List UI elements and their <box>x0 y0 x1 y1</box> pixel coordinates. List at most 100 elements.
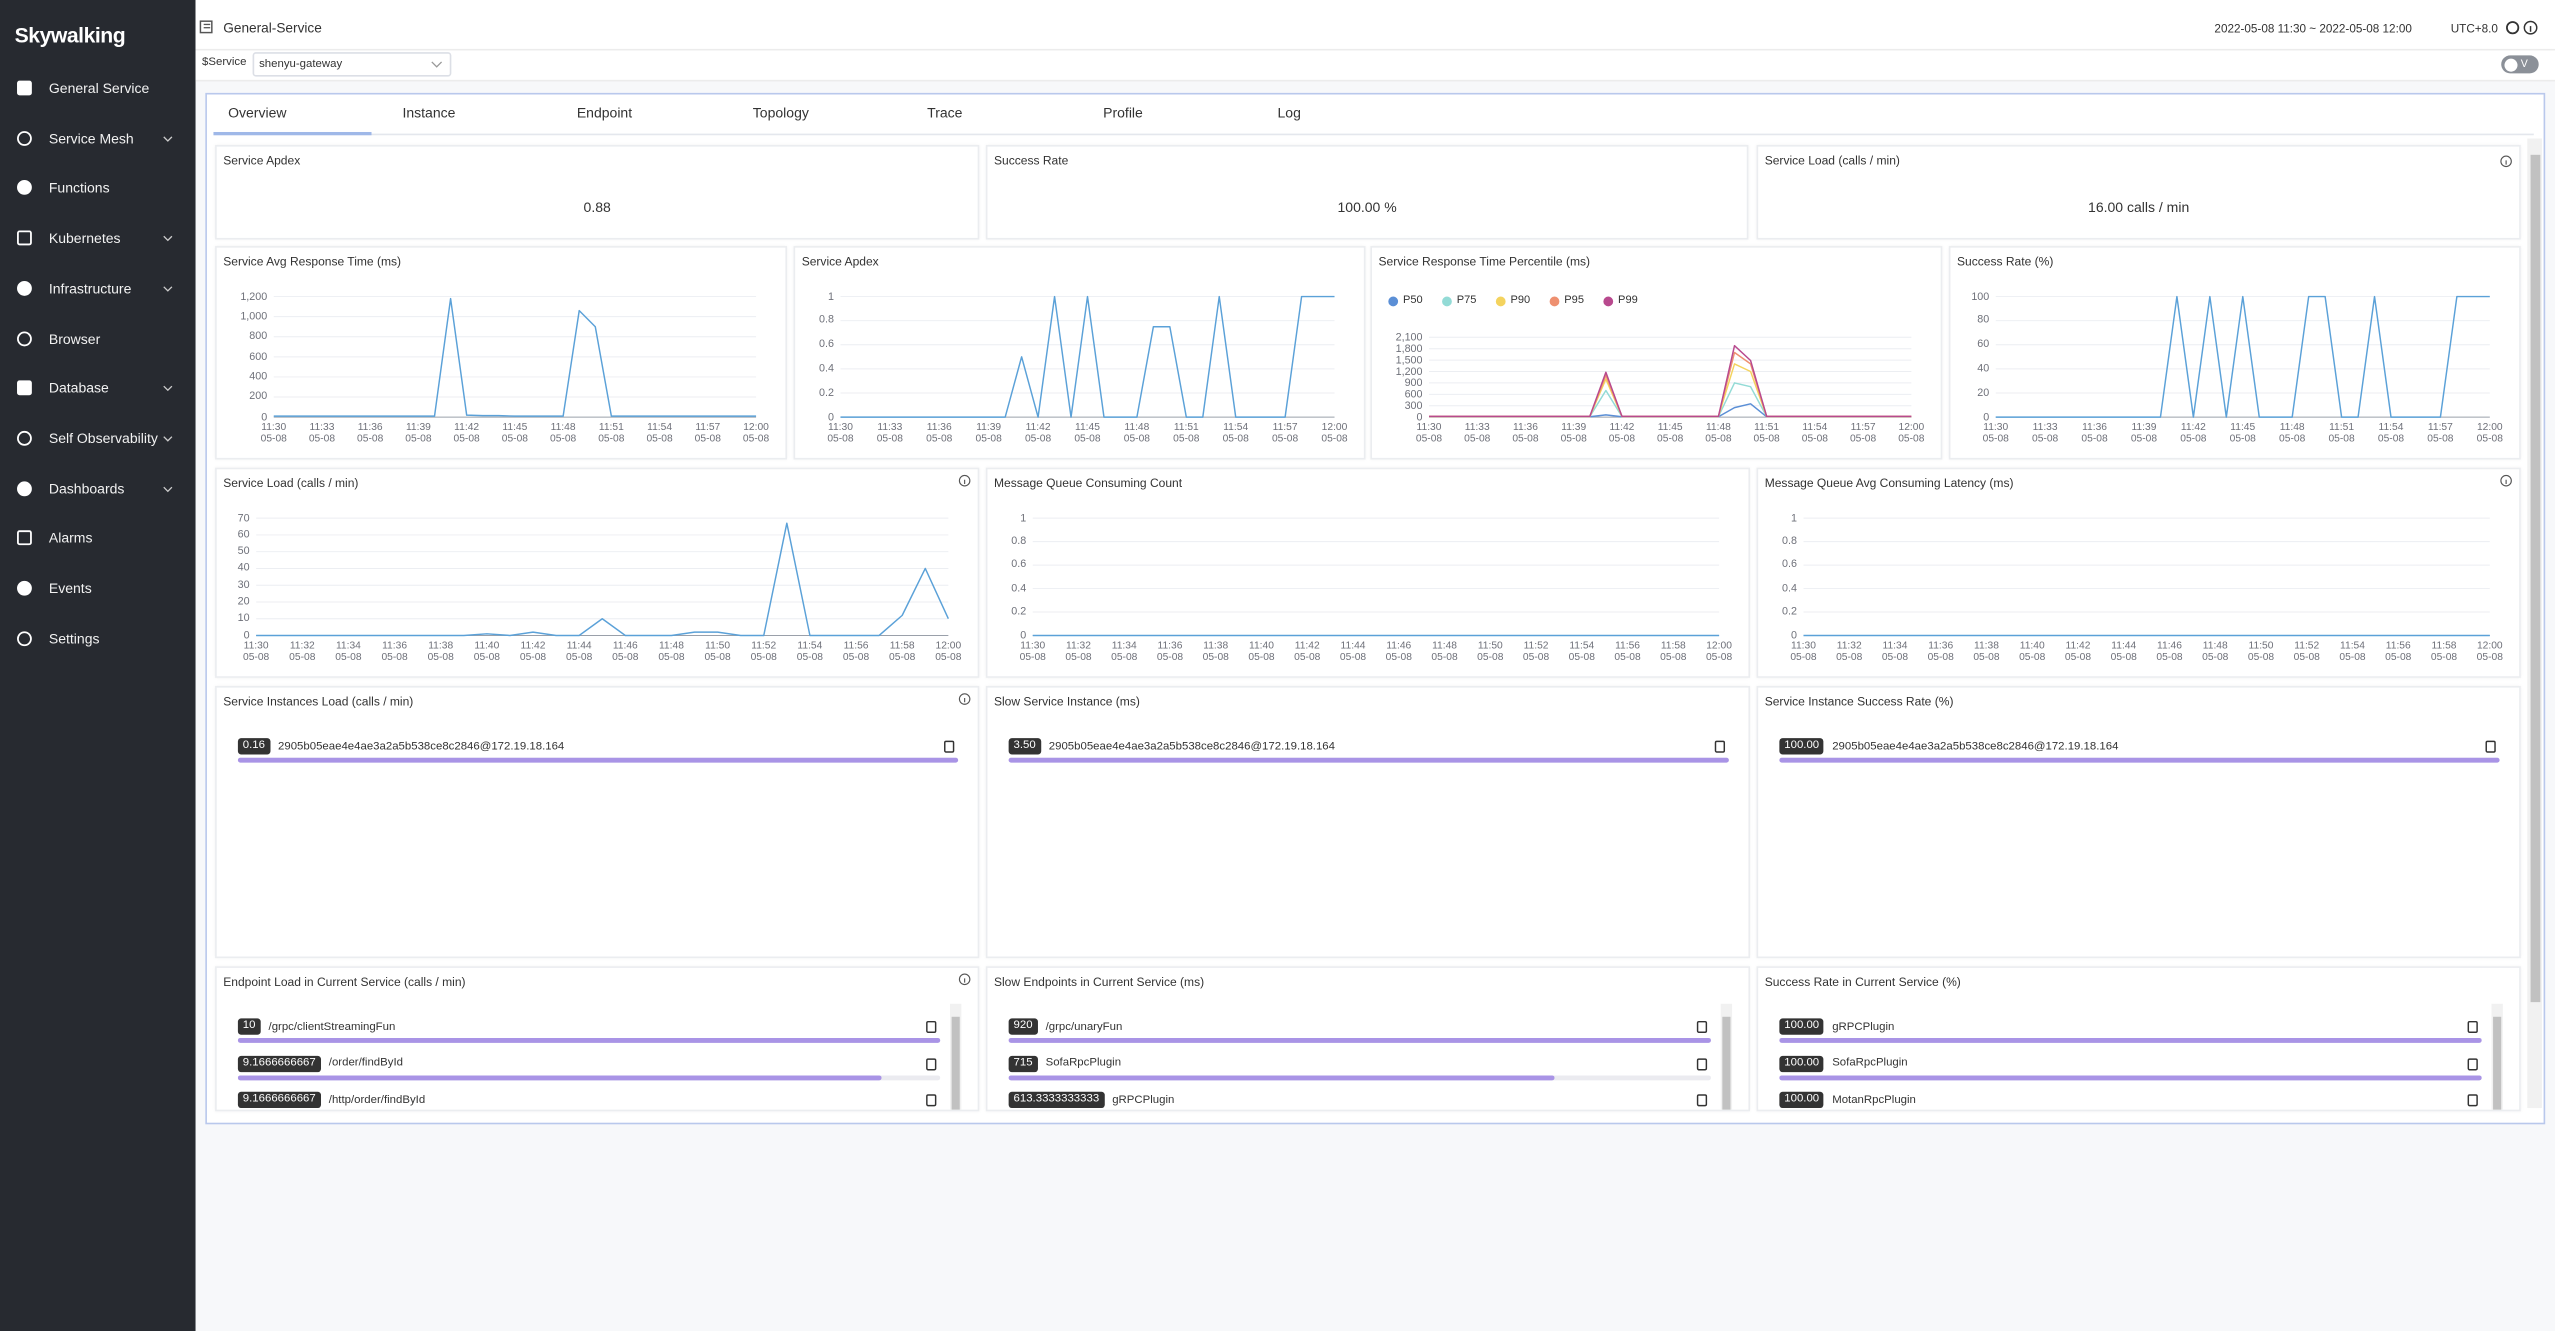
copy-icon[interactable] <box>2467 1093 2478 1107</box>
list-row[interactable]: 100.00 gRPCPlugin <box>1779 1018 2481 1035</box>
menu-icon <box>17 280 32 296</box>
list-row[interactable]: 100.00 MotanRpcPlugin <box>1779 1091 2481 1109</box>
tab[interactable]: Endpoint <box>576 104 633 121</box>
menu-item[interactable]: Alarms <box>0 522 196 555</box>
x-tick-label: 11:42 05-08 <box>2180 422 2207 445</box>
copy-icon[interactable] <box>943 740 955 753</box>
info-icon[interactable] <box>2500 474 2513 487</box>
menu-item[interactable]: Service Mesh <box>0 122 196 155</box>
info-icon[interactable] <box>958 474 971 487</box>
copy-icon[interactable] <box>1714 740 1726 753</box>
menu-item[interactable]: Database <box>0 372 196 405</box>
tab[interactable]: Log <box>1277 104 1301 121</box>
menu-item[interactable]: Kubernetes <box>0 222 196 255</box>
service-select[interactable]: shenyu-gateway <box>252 52 452 77</box>
x-tick-label: 11:45 05-08 <box>2229 422 2256 445</box>
menu-icon-shape <box>17 580 32 596</box>
copy-icon[interactable] <box>1696 1020 1708 1033</box>
time-range[interactable]: 2022-05-08 11:30 ~ 2022-05-08 12:00 <box>2214 21 2412 36</box>
bar-track <box>237 757 959 763</box>
item-name: /order/findById <box>328 1057 403 1069</box>
list-row[interactable]: 10/grpc/clientStreamingFun <box>237 1018 940 1035</box>
x-tick-label: 11:36 05-08 <box>1156 640 1184 663</box>
copy-icon[interactable] <box>2467 1057 2478 1070</box>
list-row[interactable]: 920/grpc/unaryFun <box>1008 1018 1711 1035</box>
copy-icon[interactable] <box>926 1093 937 1107</box>
info-circle <box>958 693 971 705</box>
tab[interactable]: Profile <box>1103 104 1143 121</box>
copy-icon-shape <box>1696 1057 1708 1070</box>
list-scrollbar[interactable] <box>1720 1003 1733 1110</box>
header-icons[interactable] <box>2504 20 2543 40</box>
copy-icon[interactable] <box>2485 740 2496 753</box>
x-tick-label: 11:42 05-08 <box>1608 422 1636 445</box>
y-tick-label: 1,800 <box>1395 343 1423 355</box>
chevron <box>163 436 173 442</box>
logo[interactable]: Skywalking <box>14 22 126 48</box>
x-tick-label: 11:36 05-08 <box>381 640 408 663</box>
x-tick-label: 11:54 05-08 <box>2339 640 2366 663</box>
x-tick-label: 12:00 05-08 <box>1705 640 1733 663</box>
legend-marker <box>1549 296 1560 307</box>
menu-item[interactable]: Events <box>0 572 196 605</box>
card-title: Service Instance Success Rate (%) <box>1764 694 1954 709</box>
legend-marker <box>1388 296 1399 307</box>
x-tick-label: 11:38 05-08 <box>1202 640 1229 663</box>
list-row[interactable]: 100.00 2905b05eae4e4ae3a2a5b538ce8c2846@1… <box>1779 738 2499 755</box>
timezone[interactable]: UTC+8.0 <box>2450 21 2498 36</box>
menu-icon <box>17 630 32 646</box>
copy-icon[interactable] <box>1696 1093 1708 1107</box>
menu-item[interactable]: General Service <box>0 72 196 105</box>
legend-label: P95 <box>1564 294 1584 307</box>
list-row[interactable]: 100.00 SofaRpcPlugin <box>1779 1055 2481 1072</box>
copy-icon[interactable] <box>2467 1020 2478 1033</box>
line-series <box>840 295 1335 418</box>
copy-icon[interactable] <box>926 1057 937 1070</box>
x-tick-label: 12:00 05-08 <box>742 422 770 445</box>
x-tick-label: 11:58 05-08 <box>889 640 916 663</box>
info-icon[interactable] <box>2500 155 2513 168</box>
tab[interactable]: Topology <box>752 104 809 121</box>
menu-label: Kubernetes <box>48 229 121 247</box>
chart-card: Success Rate (%) 0 20 40 60 80 100 11:30 05-08 1… <box>1948 246 2521 460</box>
list-row[interactable]: 0.16 2905b05eae4e4ae3a2a5b538ce8c2846@172… <box>237 738 958 755</box>
scrollbar[interactable] <box>2527 138 2542 1109</box>
list-scroll-thumb[interactable] <box>2493 1016 2502 1110</box>
list-scrollbar[interactable] <box>2491 1003 2503 1110</box>
tab[interactable]: Trace <box>927 104 963 121</box>
menu-item[interactable]: Settings <box>0 622 196 655</box>
list-row[interactable]: 715 SofaRpcPlugin <box>1008 1055 1711 1072</box>
item-name: gRPCPlugin <box>1832 1020 1895 1033</box>
menu-item[interactable]: Dashboards <box>0 472 196 505</box>
bar <box>1008 1074 1555 1080</box>
stat-card: Service Apdex 0.88 <box>215 145 980 240</box>
menu-icon[interactable] <box>199 20 215 36</box>
x-tick-label: 11:54 05-08 <box>1222 422 1249 445</box>
x-tick-label: 11:52 05-08 <box>750 640 777 663</box>
copy-icon[interactable] <box>1696 1057 1708 1070</box>
x-tick-label: 11:42 05-08 <box>519 640 547 663</box>
menu-item[interactable]: Self Observability <box>0 422 196 455</box>
menu-item[interactable]: Browser <box>0 322 196 355</box>
menu-item[interactable]: Infrastructure <box>0 272 196 305</box>
chart-title: Message Queue Consuming Count <box>993 475 1183 491</box>
menu-item[interactable]: Functions <box>0 172 196 205</box>
copy-icon[interactable] <box>926 1020 937 1033</box>
tab[interactable]: Overview <box>228 104 287 121</box>
stat-value: 0.88 <box>583 198 611 216</box>
list-scrollbar[interactable] <box>949 1003 962 1110</box>
list-row[interactable]: 9.1666666667/http/order/findById <box>237 1091 940 1109</box>
list-row[interactable]: 3.50 2905b05eae4e4ae3a2a5b538ce8c2846@172… <box>1008 738 1729 755</box>
scroll-thumb[interactable] <box>2529 154 2540 1003</box>
list-scroll-thumb[interactable] <box>1722 1016 1731 1110</box>
x-tick-label: 11:44 05-08 <box>566 640 593 663</box>
x-tick-label: 12:00 05-08 <box>2476 422 2503 445</box>
list-row[interactable]: 613.3333333333 gRPCPlugin <box>1008 1091 1711 1109</box>
y-tick-label: 0.6 <box>819 339 834 351</box>
list-scroll-thumb[interactable] <box>951 1016 960 1110</box>
info-icon[interactable] <box>958 973 971 986</box>
info-icon[interactable] <box>958 693 971 706</box>
tab[interactable]: Instance <box>402 104 456 121</box>
toggle[interactable]: V <box>2501 55 2539 74</box>
list-row[interactable]: 9.1666666667/order/findById <box>237 1055 940 1072</box>
